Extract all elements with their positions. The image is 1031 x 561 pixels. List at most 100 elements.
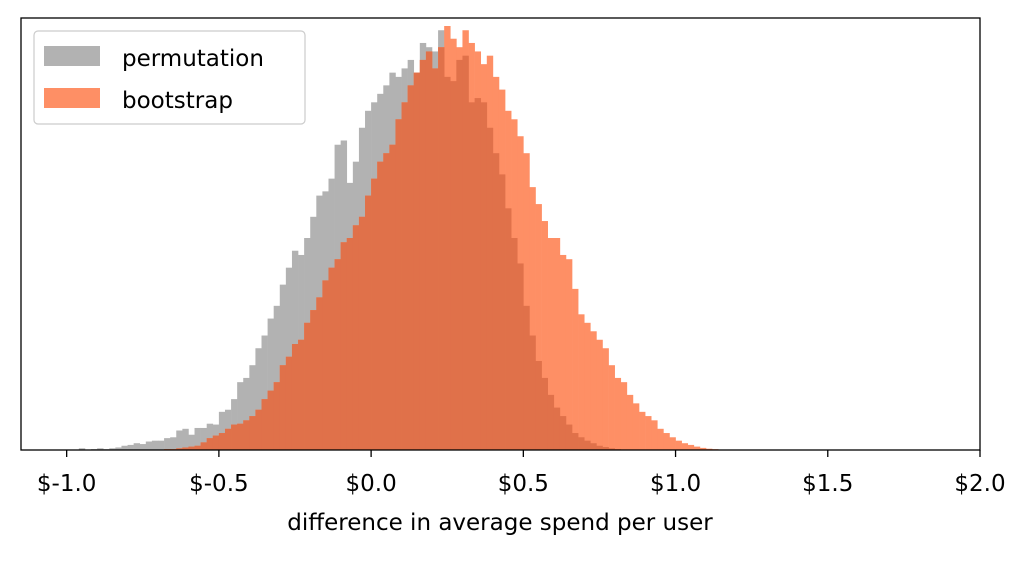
bar-overlap bbox=[225, 429, 231, 450]
legend-swatch-bootstrap bbox=[44, 88, 100, 108]
bar-overlap bbox=[268, 391, 274, 450]
bar-overlap bbox=[365, 196, 371, 450]
bar-overlap bbox=[383, 153, 389, 450]
bar-overlap bbox=[578, 437, 584, 450]
bar-overlap bbox=[554, 408, 560, 450]
bar-overlap bbox=[255, 410, 261, 450]
x-tick-label: $1.0 bbox=[650, 471, 701, 497]
bar-overlap bbox=[389, 145, 395, 450]
bar-overlap bbox=[304, 323, 310, 450]
bar-permutation bbox=[128, 445, 134, 450]
bar-bootstrap bbox=[663, 433, 669, 450]
bar-permutation bbox=[146, 442, 152, 450]
bar-overlap bbox=[353, 225, 359, 450]
bar-overlap bbox=[310, 310, 316, 450]
x-tick-label: $0.0 bbox=[346, 471, 397, 497]
x-tick-label: $1.5 bbox=[802, 471, 853, 497]
bar-bootstrap bbox=[596, 340, 602, 450]
bar-overlap bbox=[328, 268, 334, 450]
bar-overlap bbox=[469, 102, 475, 450]
bar-overlap bbox=[395, 119, 401, 450]
bar-bootstrap bbox=[688, 445, 694, 450]
bar-bootstrap bbox=[615, 378, 621, 450]
bar-overlap bbox=[475, 98, 481, 450]
bar-overlap bbox=[505, 208, 511, 450]
bar-overlap bbox=[237, 424, 243, 450]
bar-bootstrap bbox=[651, 420, 657, 450]
bar-overlap bbox=[286, 357, 292, 450]
bar-overlap bbox=[262, 399, 268, 450]
bar-bootstrap bbox=[633, 403, 639, 450]
bar-overlap bbox=[322, 280, 328, 450]
x-tick-label: $-1.0 bbox=[37, 471, 97, 497]
bar-overlap bbox=[487, 128, 493, 450]
bar-bootstrap bbox=[627, 395, 633, 450]
x-tick-label: $2.0 bbox=[954, 471, 1005, 497]
bar-overlap bbox=[408, 85, 414, 450]
bar-overlap bbox=[347, 238, 353, 450]
bar-overlap bbox=[219, 433, 225, 450]
bar-permutation bbox=[158, 441, 164, 450]
bar-overlap bbox=[207, 438, 213, 450]
bar-overlap bbox=[560, 416, 566, 450]
bar-permutation bbox=[152, 441, 158, 450]
bar-overlap bbox=[414, 73, 420, 450]
bar-overlap bbox=[517, 263, 523, 450]
bar-overlap bbox=[420, 60, 426, 450]
bar-permutation bbox=[134, 443, 140, 450]
bar-overlap bbox=[249, 416, 255, 450]
bar-bootstrap bbox=[657, 429, 663, 450]
bar-overlap bbox=[341, 242, 347, 450]
bar-overlap bbox=[426, 51, 432, 450]
bar-overlap bbox=[243, 420, 249, 450]
bar-overlap bbox=[438, 47, 444, 450]
legend-swatch-permutation bbox=[44, 46, 100, 66]
bar-overlap bbox=[572, 433, 578, 450]
legend-label-bootstrap: bootstrap bbox=[122, 88, 233, 114]
bar-bootstrap bbox=[584, 323, 590, 450]
bar-bootstrap bbox=[602, 348, 608, 450]
bar-overlap bbox=[402, 102, 408, 450]
bar-overlap bbox=[548, 395, 554, 450]
bar-overlap bbox=[359, 217, 365, 450]
bar-bootstrap bbox=[669, 437, 675, 450]
bar-bootstrap bbox=[578, 314, 584, 450]
bar-overlap bbox=[213, 436, 219, 450]
x-tick-label: $0.5 bbox=[498, 471, 549, 497]
bar-overlap bbox=[481, 102, 487, 450]
bar-overlap bbox=[371, 179, 377, 450]
bar-overlap bbox=[542, 378, 548, 450]
x-axis: $-1.0 $-0.5 $0.0 $0.5 $1.0 $1.5 $2.0 bbox=[37, 450, 1006, 497]
bar-permutation bbox=[176, 430, 182, 450]
bar-overlap bbox=[280, 365, 286, 450]
bar-permutation bbox=[182, 429, 188, 450]
bar-overlap bbox=[298, 340, 304, 450]
bar-permutation bbox=[140, 444, 146, 450]
bar-overlap bbox=[584, 441, 590, 450]
bar-overlap bbox=[335, 259, 341, 450]
bar-overlap bbox=[201, 442, 207, 450]
bar-bootstrap bbox=[621, 382, 627, 450]
bar-overlap bbox=[511, 238, 517, 450]
bar-overlap bbox=[231, 425, 237, 450]
bar-bootstrap bbox=[609, 365, 615, 450]
bar-overlap bbox=[444, 77, 450, 450]
bar-overlap bbox=[462, 56, 468, 450]
legend: permutation bootstrap bbox=[34, 31, 305, 124]
bar-bootstrap bbox=[566, 259, 572, 450]
legend-label-permutation: permutation bbox=[122, 46, 264, 72]
bar-overlap bbox=[450, 81, 456, 450]
bar-bootstrap bbox=[682, 443, 688, 450]
bar-overlap bbox=[316, 297, 322, 450]
bar-overlap bbox=[432, 68, 438, 450]
x-tick-label: $-0.5 bbox=[189, 471, 249, 497]
bar-permutation bbox=[164, 438, 170, 450]
bar-overlap bbox=[292, 344, 298, 450]
bar-bootstrap bbox=[676, 441, 682, 450]
bar-overlap bbox=[566, 425, 572, 450]
bar-overlap bbox=[274, 382, 280, 450]
bar-overlap bbox=[523, 306, 529, 450]
bar-bootstrap bbox=[639, 412, 645, 450]
